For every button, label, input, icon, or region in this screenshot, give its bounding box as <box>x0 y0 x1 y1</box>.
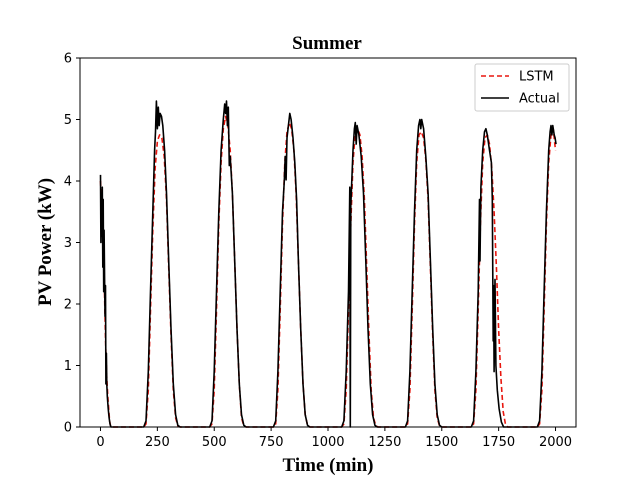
series-layer <box>99 100 557 428</box>
x-tick-label: 500 <box>202 435 227 450</box>
y-tick-label: 3 <box>64 236 72 251</box>
x-tick-label: 2000 <box>539 435 572 450</box>
series-line-actual <box>99 100 557 428</box>
x-tick-label: 1250 <box>368 435 401 450</box>
y-axis-title: PV Power (kW) <box>35 178 56 306</box>
y-tick-label: 0 <box>64 421 72 436</box>
x-tick-label: 1750 <box>482 435 515 450</box>
legend: LSTM Actual <box>474 63 570 112</box>
y-axis-ticks: 0 1 2 3 4 5 6 <box>64 52 80 436</box>
y-tick-label: 5 <box>64 113 72 128</box>
x-tick-label: 750 <box>259 435 284 450</box>
x-axis-ticks: 0 250 500 750 1000 1250 1500 1750 2000 <box>96 427 572 450</box>
x-tick-label: 250 <box>145 435 170 450</box>
y-tick-label: 1 <box>64 359 72 374</box>
y-tick-label: 6 <box>64 52 72 67</box>
y-tick-label: 2 <box>64 298 72 313</box>
x-tick-label: 1000 <box>311 435 344 450</box>
legend-label-actual: Actual <box>519 92 560 107</box>
x-axis-title: Time (min) <box>283 455 374 476</box>
y-tick-label: 4 <box>64 175 72 190</box>
legend-label-lstm: LSTM <box>519 70 554 85</box>
x-tick-label: 0 <box>96 435 104 450</box>
plot-frame <box>79 57 577 428</box>
x-tick-label: 1500 <box>425 435 458 450</box>
chart-title: Summer <box>292 33 362 54</box>
